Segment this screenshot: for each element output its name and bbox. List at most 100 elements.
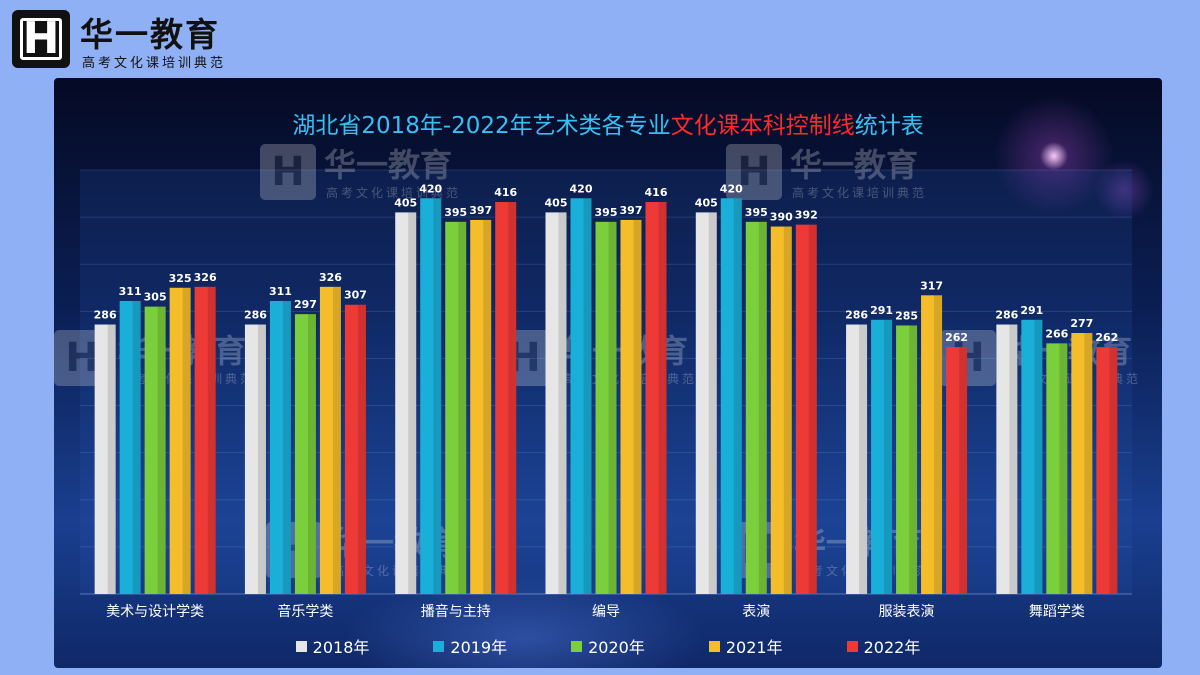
data-label: 291 — [1020, 304, 1043, 317]
data-label: 311 — [269, 285, 292, 298]
bar — [94, 324, 116, 594]
bar-shade — [633, 219, 642, 594]
bar — [470, 219, 492, 594]
legend-label: 2018年 — [312, 638, 370, 657]
data-label: 420 — [720, 182, 743, 195]
chart-legend: 2018年 2019年 2020年 2021年 2022年 — [54, 634, 1162, 658]
brand-logo: H 华一教育 高考文化课培训典范 — [10, 8, 250, 72]
watermark-mark-icon: H — [260, 144, 316, 200]
bar — [795, 224, 817, 594]
watermark-subtitle: 高考文化课培训典范 — [792, 186, 928, 200]
bar-shade — [307, 314, 316, 594]
bar — [570, 198, 592, 594]
watermark-logo: H 华一教育 高考文化课培训典范 — [726, 140, 946, 214]
bar-shade — [357, 304, 366, 594]
data-label: 405 — [695, 196, 718, 209]
data-label: 311 — [119, 285, 142, 298]
data-label: 326 — [319, 271, 342, 284]
data-label: 397 — [469, 204, 492, 217]
bar-shade — [934, 295, 943, 594]
bar — [144, 306, 166, 594]
bar-shade — [859, 324, 868, 594]
data-label: 297 — [294, 298, 317, 311]
data-label: 286 — [244, 309, 267, 322]
bar — [620, 219, 642, 594]
data-label: 325 — [169, 272, 192, 285]
bar — [319, 286, 341, 594]
bar — [996, 324, 1018, 594]
bar-shade — [107, 324, 116, 594]
bar-shade — [157, 306, 166, 594]
watermark-name: 华一教育 — [790, 146, 919, 184]
brand-mark-icon: H — [12, 10, 70, 68]
legend-label: 2021年 — [725, 638, 783, 657]
bar-shade — [1059, 343, 1068, 594]
data-label: 266 — [1045, 327, 1068, 340]
bar — [595, 221, 617, 595]
category-label: 服装表演 — [879, 604, 935, 620]
bar — [1096, 347, 1118, 594]
bar — [445, 221, 467, 595]
category-label: 表演 — [742, 604, 770, 620]
bar — [846, 324, 868, 594]
bar-shade — [182, 287, 191, 594]
legend-item: 2018年 — [295, 634, 370, 658]
data-label: 286 — [94, 309, 117, 322]
bar — [545, 212, 567, 594]
bar — [344, 304, 366, 594]
data-label: 395 — [595, 206, 618, 219]
legend-label: 2020年 — [588, 638, 645, 657]
bar — [294, 314, 316, 594]
bar-shade — [332, 286, 341, 594]
bar — [244, 324, 266, 594]
bar-shade — [909, 325, 918, 594]
bar — [169, 287, 191, 594]
category-label: 音乐学类 — [277, 603, 333, 620]
bar — [871, 319, 893, 594]
brand-name: 华一教育 — [80, 15, 220, 54]
bar-shade — [282, 300, 291, 594]
bar — [1071, 333, 1093, 594]
data-label: 285 — [895, 309, 918, 322]
bar-shade — [1109, 347, 1118, 594]
bar-shade — [658, 202, 667, 594]
data-label: 395 — [444, 206, 467, 219]
data-label: 405 — [545, 196, 568, 209]
legend-swatch — [708, 640, 720, 652]
bar-shade — [783, 226, 792, 595]
chart-title-highlight: 文化课本科控制线 — [670, 113, 855, 139]
category-label: 编导 — [592, 604, 620, 620]
bar — [645, 202, 667, 594]
bar-shade — [583, 198, 592, 594]
bar-shade — [1009, 324, 1018, 594]
data-label: 390 — [770, 211, 793, 224]
bar-shade — [458, 221, 467, 595]
bar-shade — [433, 198, 442, 594]
bar-shade — [483, 219, 492, 594]
data-label: 305 — [144, 291, 167, 304]
data-label: 317 — [920, 279, 943, 292]
bar — [1046, 343, 1068, 594]
bar-shade — [708, 212, 717, 594]
bar-shade — [808, 224, 817, 594]
data-label: 307 — [344, 289, 367, 302]
bar-shade — [1034, 319, 1043, 594]
legend-swatch — [295, 640, 307, 652]
watermark-name: 华一教育 — [324, 146, 453, 184]
bar — [896, 325, 918, 594]
data-label: 416 — [494, 186, 517, 199]
bar — [269, 300, 291, 594]
bar — [745, 221, 767, 595]
chart-title: 湖北省2018年-2022年艺术类各专业文化课本科控制线统计表 — [54, 106, 1162, 140]
category-label: 舞蹈学类 — [1029, 604, 1085, 620]
legend-item: 2021年 — [708, 634, 783, 658]
data-label: 286 — [845, 309, 868, 322]
bar — [695, 212, 717, 594]
chart-panel: H 华一教育 高考文化课培训典范 H 华一教育 高考文化课培训典范 H 华一教育… — [54, 78, 1162, 668]
legend-swatch — [433, 640, 445, 652]
bar-shade — [207, 286, 216, 594]
bar-shade — [257, 324, 266, 594]
chart-title-part-1: 湖北省2018年-2022年艺术类各专业 — [292, 113, 671, 139]
legend-label: 2019年 — [450, 638, 508, 657]
bar — [194, 286, 216, 594]
